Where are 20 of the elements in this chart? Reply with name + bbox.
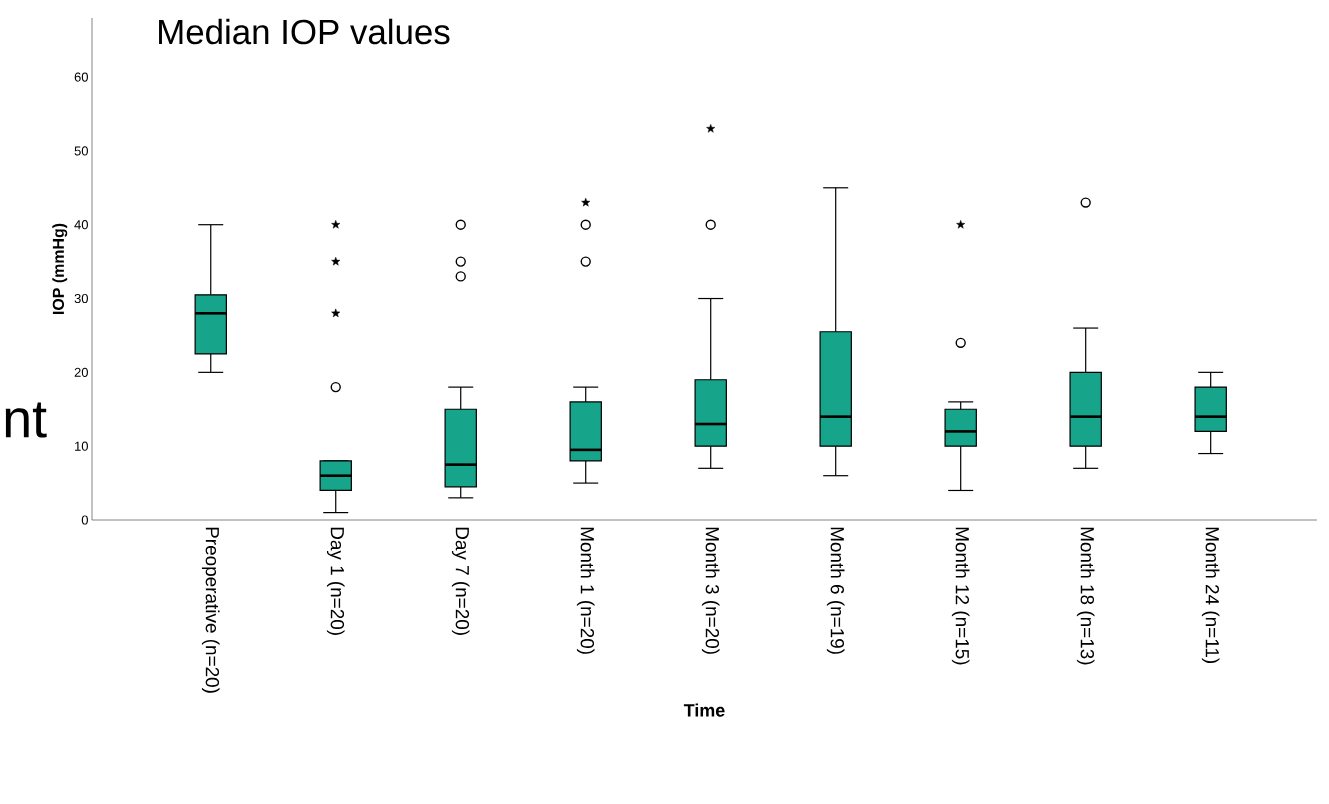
chart-title: Median IOP values (159, 18, 450, 45)
y-tick-label: 60 (74, 72, 88, 82)
x-tick-label: Preoperative (n=20) (201, 527, 220, 693)
x-tick-label: Day 1 (n=20) (326, 527, 345, 635)
x-axis-title: Time (683, 703, 725, 717)
x-tick-label: Month 12 (n=15) (951, 527, 970, 665)
y-tick-label: 20 (74, 367, 88, 377)
y-axis-title: IOP (mmHg) (52, 223, 68, 314)
y-tick-label: 10 (75, 441, 88, 451)
x-tick-label: Month 3 (n=20) (701, 527, 720, 654)
y-tick-label: 50 (74, 146, 88, 156)
x-tick-label: Month 18 (n=13) (1076, 527, 1095, 665)
x-tick-label: Month 24 (n=11) (1201, 527, 1220, 664)
y-tick-label: 0 (81, 515, 88, 525)
x-tick-label: Month 6 (n=19) (826, 527, 845, 654)
y-tick-label: 40 (74, 220, 88, 230)
x-tick-label: Month 1 (n=20) (576, 527, 595, 654)
text: nt (5, 402, 47, 438)
x-tick-label: Day 7 (n=20) (451, 527, 470, 635)
y-tick-label: 30 (74, 293, 88, 304)
